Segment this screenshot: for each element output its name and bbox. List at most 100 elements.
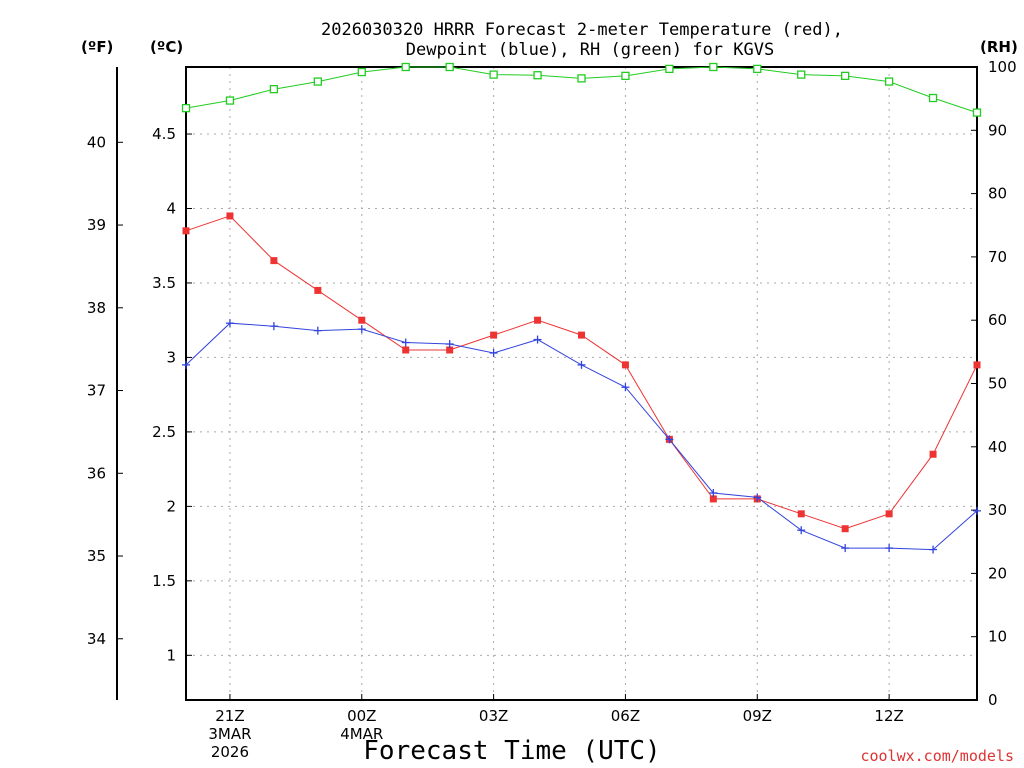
time-tick-label-0-0: 21Z [215,707,244,725]
temperature-point-6 [446,346,454,354]
fahrenheit-axis: 34 35 36 37 38 39 40 [87,133,123,648]
series-layer [181,62,982,554]
temperature-point-1 [226,212,234,220]
dewpoint-point-9 [577,360,586,369]
temperature-point-10 [621,361,629,369]
grid-lines [186,67,977,700]
dewpoint-point-13 [753,493,762,502]
rh-tick-label-10: 100 [988,58,1017,76]
temperature-point-17 [929,450,937,458]
rh-point-13 [753,64,762,74]
dewpoint-point-11 [665,435,674,444]
fahrenheit-unit-label: (ºF) [81,38,113,56]
fahrenheit-tick-label-1: 35 [87,547,106,565]
dewpoint-point-8 [533,335,542,344]
plot-frame [185,66,978,701]
temperature-point-7 [490,331,498,339]
rh-point-4 [357,67,366,77]
dewpoint-point-10 [621,383,630,392]
rh-tick-label-3: 30 [988,501,1007,519]
dewpoint-point-2 [269,322,278,331]
temperature-point-16 [885,510,893,518]
time-tick-label-1-1: 4MAR [340,725,383,743]
rh-point-12 [709,62,718,72]
fahrenheit-tick-label-0: 34 [87,630,106,648]
chart-title-line2: Dewpoint (blue), RH (green) for KGVS [406,40,774,60]
dewpoint-point-18 [973,506,981,515]
dewpoint-point-4 [357,325,366,334]
rh-tick-label-8: 80 [988,185,1007,203]
rh-point-10 [621,71,630,81]
dewpoint-series [182,319,981,554]
temperature-point-0 [182,227,190,235]
fahrenheit-tick-label-5: 39 [87,216,106,234]
fahrenheit-tick-label-3: 37 [87,382,106,400]
fahrenheit-tick-label-4: 38 [87,299,106,317]
celsius-tick-label-2: 2 [166,497,176,515]
celsius-tick-label-3: 2.5 [152,423,176,441]
dewpoint-point-14 [797,526,806,535]
rh-point-5 [401,62,410,72]
dewpoint-point-12 [709,488,718,497]
time-tick-label-0-1: 3MAR [208,725,251,743]
dewpoint-point-16 [885,544,894,553]
chart-title-line1: 2026030320 HRRR Forecast 2-meter Tempera… [321,20,843,40]
dewpoint-point-15 [841,544,850,553]
temperature-line [185,215,978,530]
temperature-point-9 [578,331,585,339]
celsius-tick-label-5: 3.5 [152,274,176,292]
rh-tick-label-5: 50 [988,375,1007,393]
time-tick-label-2-0: 03Z [479,707,508,725]
dewpoint-point-5 [401,338,410,347]
rh-tick-label-6: 60 [988,311,1007,329]
rh-point-6 [445,62,454,72]
temperature-point-14 [797,510,805,518]
celsius-axis: 1 1.5 2 2.5 3 3.5 4 4.5 [152,125,192,664]
rh-point-18 [972,108,982,117]
rh-point-11 [665,64,674,74]
rh-point-1 [225,96,235,105]
celsius-unit-label: (ºC) [150,38,183,56]
rh-point-2 [269,85,279,94]
dewpoint-point-7 [489,348,498,357]
dewpoint-point-1 [225,319,234,328]
temperature-point-15 [841,525,849,533]
celsius-tick-label-7: 4.5 [152,125,176,143]
dewpoint-point-6 [445,340,454,349]
rh-point-3 [313,77,322,86]
rh-tick-label-0: 0 [988,691,998,709]
x-axis-title: Forecast Time (UTC) [363,736,660,766]
celsius-tick-label-6: 4 [166,199,176,217]
fahrenheit-tick-label-2: 36 [87,464,106,482]
rh-point-9 [577,74,586,83]
rh-line [185,66,978,114]
rh-point-8 [533,71,542,80]
time-tick-label-5-0: 12Z [874,707,903,725]
temperature-series [182,212,981,533]
rh-tick-label-7: 70 [988,248,1007,266]
temperature-point-3 [314,286,322,294]
rh-tick-label-9: 90 [988,121,1007,139]
rh-point-15 [841,71,850,81]
rh-series [181,62,982,117]
temperature-point-4 [358,316,366,324]
rh-tick-label-1: 10 [988,628,1007,646]
rh-tick-label-2: 20 [988,564,1007,582]
dewpoint-point-3 [313,326,322,335]
rh-point-7 [489,70,498,79]
rh-point-17 [928,93,938,103]
temperature-point-18 [973,361,981,369]
temperature-point-5 [402,346,410,354]
temperature-point-12 [709,495,717,503]
celsius-tick-label-4: 3 [166,348,176,366]
dewpoint-point-0 [182,360,190,369]
rh-point-14 [797,70,806,79]
rh-unit-label: (RH) [980,38,1018,56]
rh-axis: 0 10 20 30 40 50 60 70 80 90 100 [971,58,1017,709]
celsius-tick-label-0: 1 [166,646,176,664]
source-credit: coolwx.com/models [860,747,1014,765]
temperature-point-2 [270,257,278,265]
rh-point-0 [181,103,191,113]
rh-point-16 [884,77,894,86]
